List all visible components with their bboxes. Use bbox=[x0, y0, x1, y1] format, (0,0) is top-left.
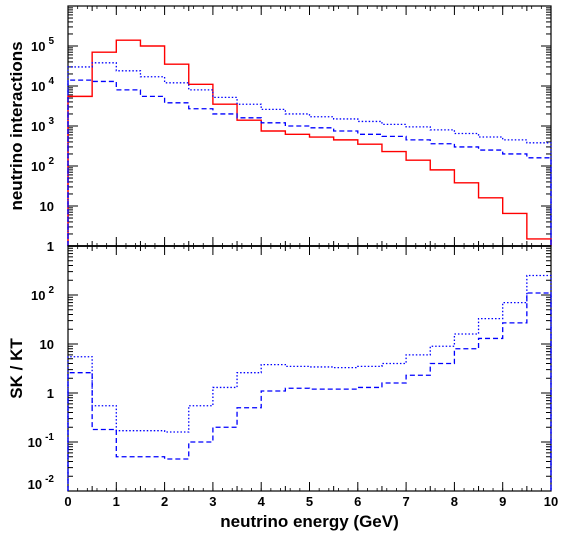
series-dashed-blue bbox=[67, 292, 552, 491]
y-tick-label: 10 2 bbox=[31, 285, 54, 303]
y-tick-label: 10 -1 bbox=[28, 432, 55, 450]
x-tick-label: 1 bbox=[113, 494, 120, 509]
x-tick-label: 8 bbox=[451, 494, 458, 509]
y-tick-label: 10 2 bbox=[31, 156, 54, 174]
series-dotted-blue bbox=[67, 274, 552, 491]
y-axis-title: SK / KT bbox=[7, 338, 26, 399]
y-tick-label: 10 bbox=[40, 337, 54, 352]
y-tick-label: 10 bbox=[40, 199, 54, 214]
x-tick-label: 0 bbox=[64, 494, 71, 509]
series-dashed-blue bbox=[67, 79, 552, 246]
y-tick-label: 10 3 bbox=[31, 116, 54, 134]
x-tick-label: 10 bbox=[544, 494, 558, 509]
x-axis-title: neutrino energy (GeV) bbox=[220, 512, 399, 531]
y-tick-label: 1 bbox=[47, 239, 54, 254]
series-dotted-blue bbox=[67, 62, 552, 246]
y-tick-label: 10 -2 bbox=[28, 474, 55, 492]
y-axis-title: neutrino interactions bbox=[7, 41, 26, 210]
x-tick-label: 6 bbox=[354, 494, 361, 509]
y-tick-label: 10 4 bbox=[31, 76, 54, 94]
series-solid-red bbox=[67, 39, 552, 246]
x-tick-label: 5 bbox=[306, 494, 313, 509]
x-tick-label: 4 bbox=[258, 494, 266, 509]
x-tick-label: 9 bbox=[499, 494, 506, 509]
y-tick-label: 10 5 bbox=[31, 36, 54, 54]
x-tick-label: 2 bbox=[161, 494, 168, 509]
plot-frame bbox=[67, 245, 552, 492]
panel-ratio: 10 -2 10 -1 1 10 10 2 0 1 2 3 4 5 6 7 8 9 10 SK / KT neutrin… bbox=[7, 245, 558, 531]
x-tick-label: 3 bbox=[209, 494, 216, 509]
x-tick-label: 7 bbox=[402, 494, 409, 509]
y-tick-label: 1 bbox=[47, 386, 54, 401]
